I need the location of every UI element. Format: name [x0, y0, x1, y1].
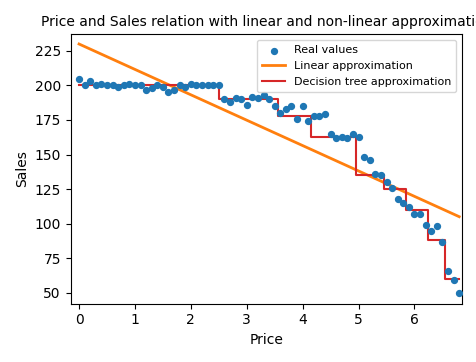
Real values	[109, 83, 116, 88]
Real values	[293, 116, 300, 122]
Real values	[215, 83, 222, 88]
Real values	[354, 134, 362, 139]
Real values	[192, 83, 200, 88]
Real values	[125, 81, 133, 87]
Real values	[404, 204, 412, 210]
Real values	[432, 223, 440, 229]
Real values	[281, 106, 289, 112]
Decision tree approximation	[402, 208, 408, 212]
Real values	[170, 87, 178, 92]
Decision tree approximation	[441, 238, 447, 242]
Real values	[164, 89, 172, 95]
Legend: Real values, Linear approximation, Decision tree approximation: Real values, Linear approximation, Decis…	[256, 40, 456, 92]
Decision tree approximation	[380, 187, 386, 191]
Real values	[371, 171, 378, 177]
Real values	[298, 103, 306, 109]
Real values	[220, 96, 228, 102]
Real values	[304, 118, 311, 124]
Decision tree approximation	[402, 187, 408, 191]
Line: Decision tree approximation: Decision tree approximation	[79, 85, 458, 279]
Real values	[265, 96, 272, 102]
Real values	[148, 85, 155, 91]
Real values	[131, 83, 139, 88]
Real values	[259, 92, 267, 98]
Real values	[203, 83, 211, 88]
Real values	[315, 113, 323, 119]
Real values	[421, 222, 428, 228]
Real values	[92, 83, 99, 88]
Real values	[276, 110, 284, 116]
Real values	[398, 200, 406, 206]
Real values	[198, 83, 206, 88]
Real values	[359, 154, 367, 160]
Y-axis label: Sales: Sales	[15, 151, 29, 188]
Decision tree approximation	[456, 277, 461, 281]
Real values	[187, 81, 194, 87]
Decision tree approximation	[307, 114, 313, 118]
Real values	[114, 84, 122, 90]
Real values	[443, 268, 451, 273]
Real values	[449, 277, 456, 283]
Real values	[75, 76, 83, 81]
Decision tree approximation	[441, 277, 447, 281]
Real values	[209, 83, 217, 88]
Real values	[410, 211, 417, 217]
Real values	[159, 84, 167, 90]
Real values	[332, 135, 339, 141]
Decision tree approximation	[76, 83, 82, 88]
Real values	[231, 95, 239, 101]
Decision tree approximation	[352, 134, 358, 139]
Title: Price and Sales relation with linear and non-linear approximation: Price and Sales relation with linear and…	[40, 15, 476, 29]
Real values	[98, 81, 105, 87]
Real values	[438, 239, 446, 244]
Decision tree approximation	[274, 114, 280, 118]
Real values	[254, 95, 261, 101]
Real values	[320, 111, 328, 117]
Real values	[176, 83, 183, 88]
Decision tree approximation	[216, 97, 221, 101]
Real values	[326, 131, 334, 137]
X-axis label: Price: Price	[249, 333, 283, 347]
Real values	[181, 84, 188, 90]
Decision tree approximation	[216, 83, 221, 88]
Real values	[248, 94, 256, 100]
Real values	[226, 99, 233, 105]
Decision tree approximation	[307, 134, 313, 139]
Real values	[455, 290, 462, 295]
Real values	[242, 102, 250, 108]
Real values	[86, 79, 94, 84]
Real values	[416, 211, 423, 217]
Real values	[348, 131, 356, 137]
Real values	[337, 134, 345, 139]
Decision tree approximation	[425, 238, 430, 242]
Decision tree approximation	[274, 97, 280, 101]
Decision tree approximation	[380, 173, 386, 177]
Real values	[382, 179, 389, 185]
Real values	[387, 185, 395, 190]
Real values	[270, 103, 278, 109]
Real values	[119, 83, 127, 88]
Real values	[426, 228, 434, 233]
Real values	[287, 103, 295, 109]
Real values	[237, 96, 245, 102]
Real values	[365, 157, 373, 163]
Real values	[137, 83, 144, 88]
Real values	[153, 83, 161, 88]
Real values	[309, 113, 317, 119]
Real values	[343, 135, 350, 141]
Decision tree approximation	[425, 208, 430, 212]
Real values	[142, 87, 149, 92]
Decision tree approximation	[352, 173, 358, 177]
Real values	[103, 83, 110, 88]
Real values	[80, 83, 88, 88]
Real values	[377, 172, 384, 178]
Real values	[393, 196, 401, 202]
